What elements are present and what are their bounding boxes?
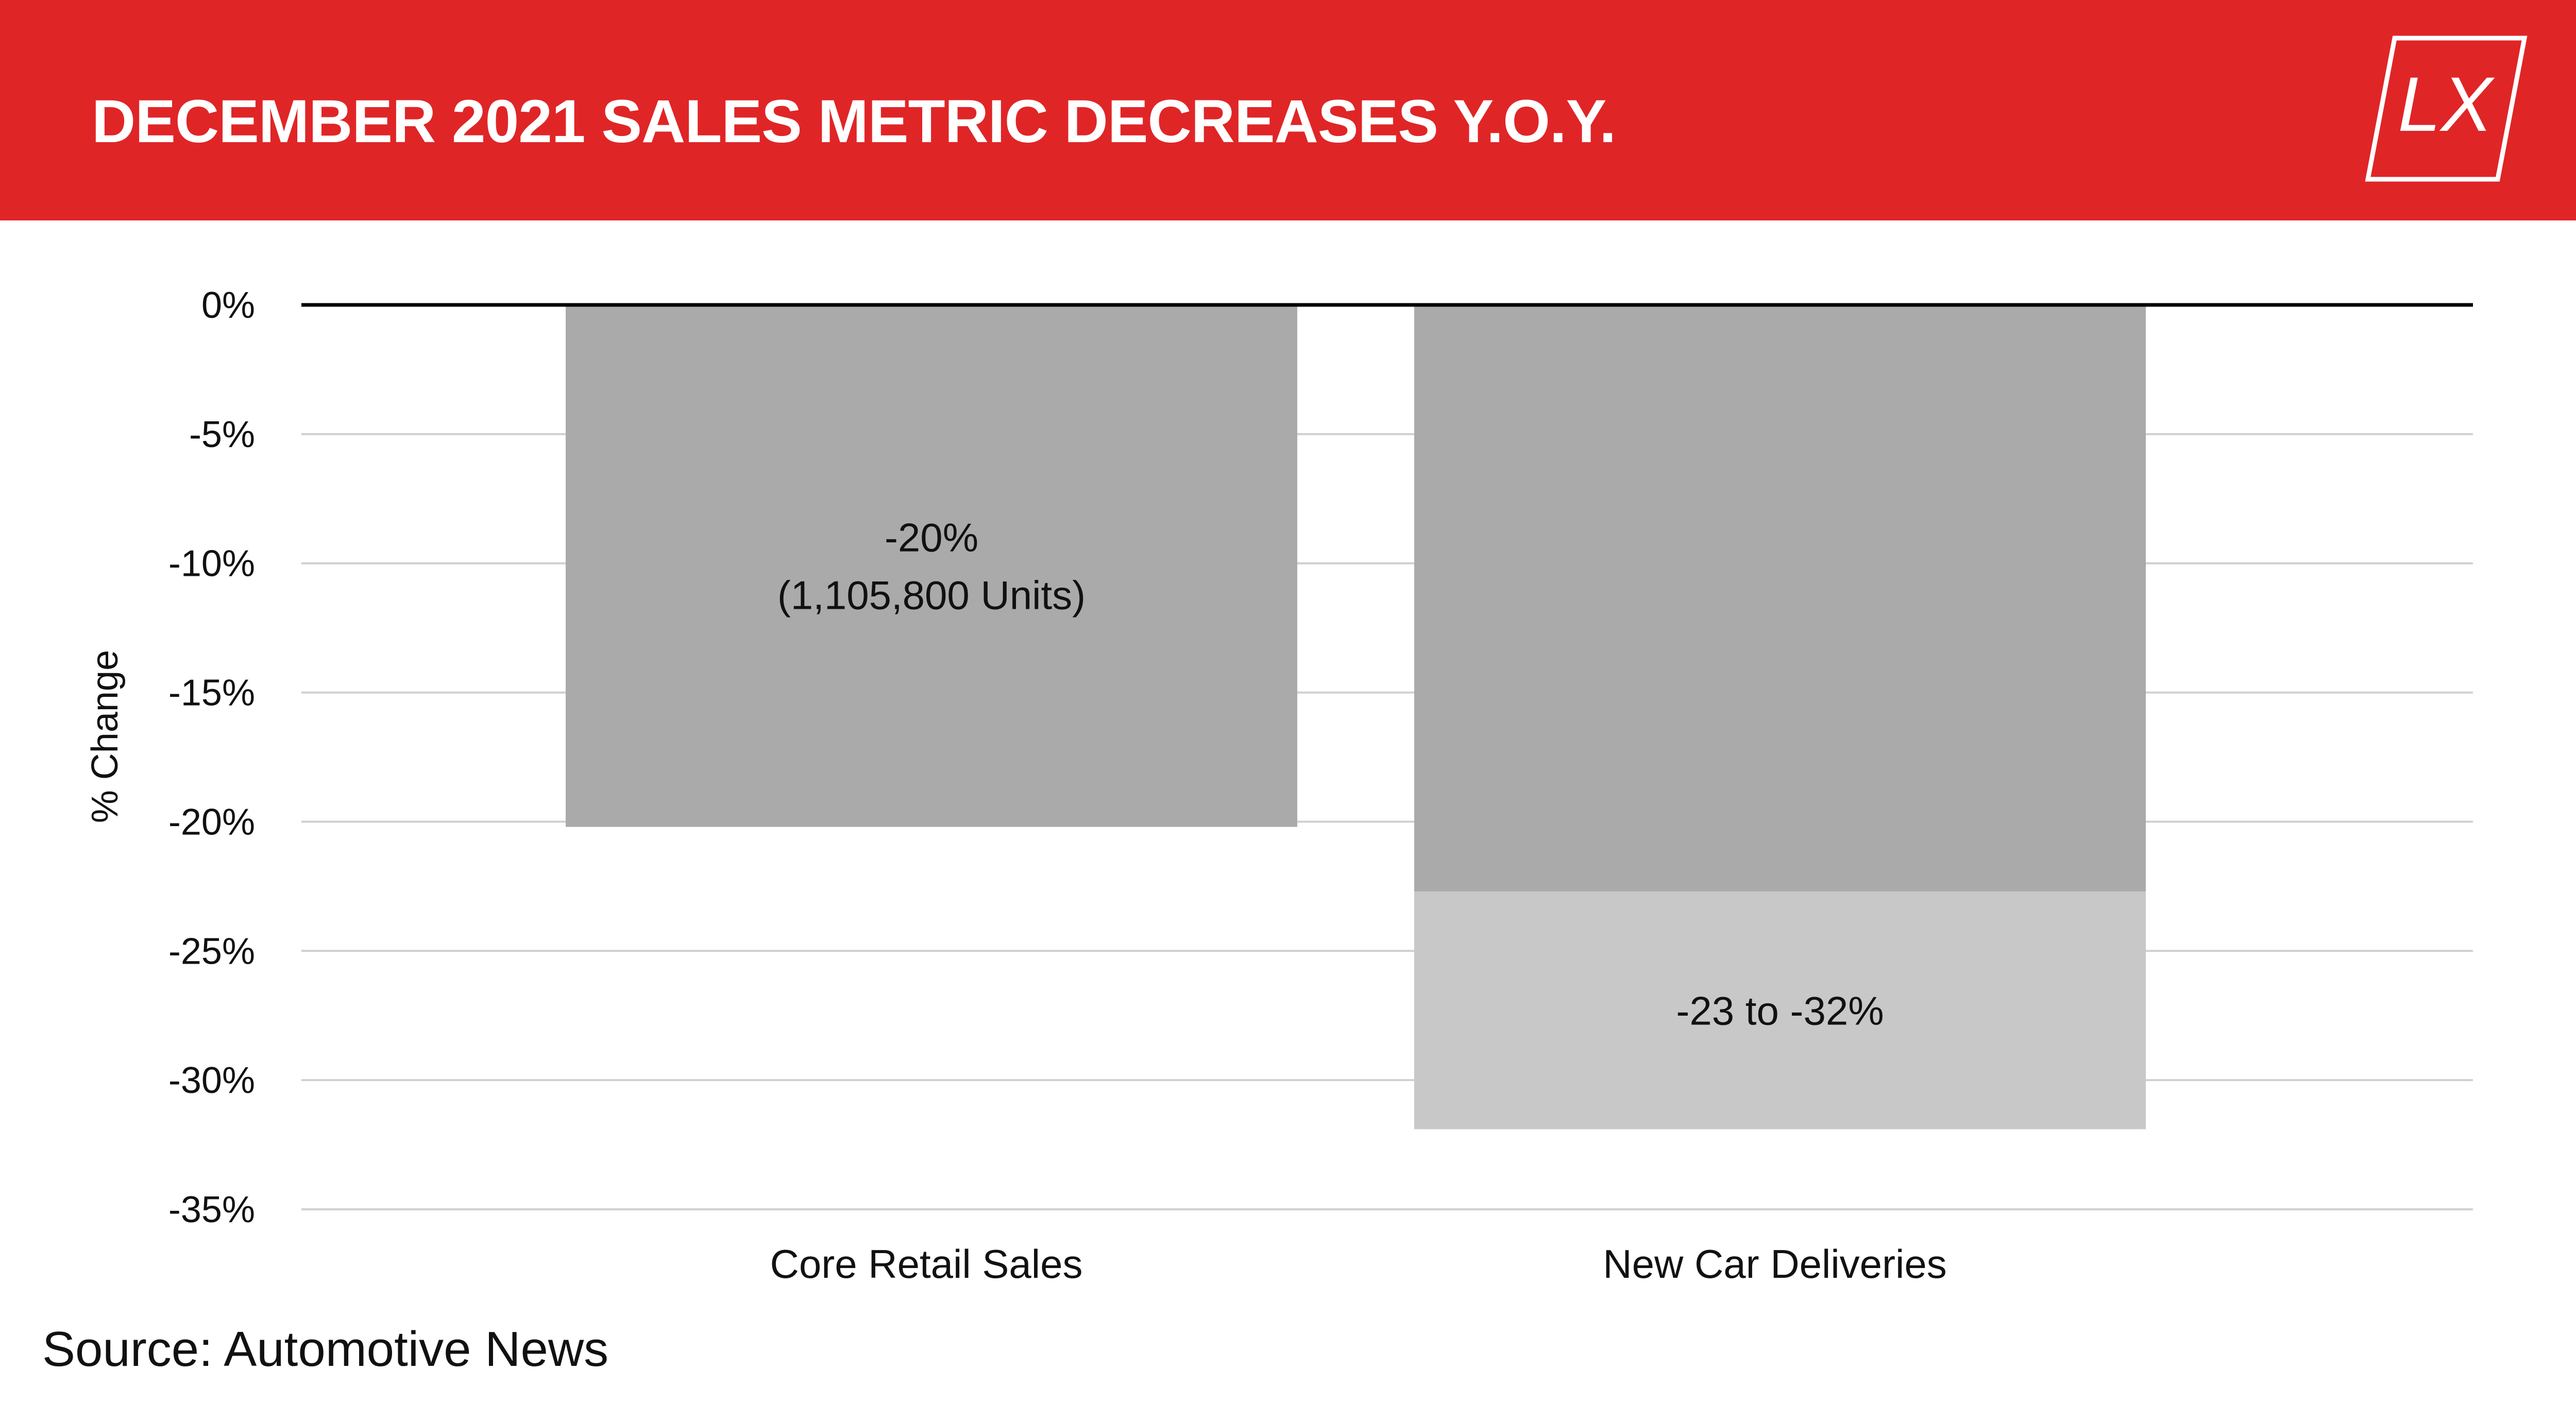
y-axis: 0% -5% -10% -15% -20% -25% -30% -35% % Change — [84, 285, 255, 1230]
y-tick-label: -5% — [189, 414, 255, 455]
y-tick-label: -35% — [168, 1189, 255, 1230]
y-axis-title: % Change — [84, 650, 126, 823]
logo-text: LX — [2398, 61, 2495, 147]
y-tick-label: -10% — [168, 543, 255, 585]
x-category-label: New Car Deliveries — [1603, 1241, 1947, 1287]
bar-chart: 0% -5% -10% -15% -20% -25% -30% -35% % Change Co… — [84, 285, 2473, 1287]
y-tick-label: 0% — [201, 285, 255, 326]
bar — [566, 305, 1297, 827]
bars — [566, 305, 2146, 1129]
chart-title: DECEMBER 2021 SALES METRIC DECREASES Y.O… — [92, 88, 1616, 156]
x-axis: Core Retail Sales New Car Deliveries — [770, 1241, 1947, 1287]
data-label: -23 to -32% — [1676, 988, 1884, 1034]
y-tick-label: -30% — [168, 1060, 255, 1101]
y-tick-label: -20% — [168, 801, 255, 843]
bar-segment-2 — [1414, 891, 2146, 1129]
data-labels: -20% (1,105,800 Units) -23 to -32% — [777, 515, 1884, 1034]
y-tick-label: -25% — [168, 931, 255, 972]
y-tick-label: -15% — [168, 673, 255, 714]
x-category-label: Core Retail Sales — [770, 1241, 1083, 1287]
bar-segment-1 — [1414, 305, 2146, 892]
lx-logo: LX — [2365, 36, 2528, 182]
data-label: -20% — [885, 515, 978, 560]
title-banner: DECEMBER 2021 SALES METRIC DECREASES Y.O… — [0, 0, 2576, 220]
data-label: (1,105,800 Units) — [777, 573, 1086, 618]
source-note: Source: Automotive News — [42, 1322, 609, 1377]
